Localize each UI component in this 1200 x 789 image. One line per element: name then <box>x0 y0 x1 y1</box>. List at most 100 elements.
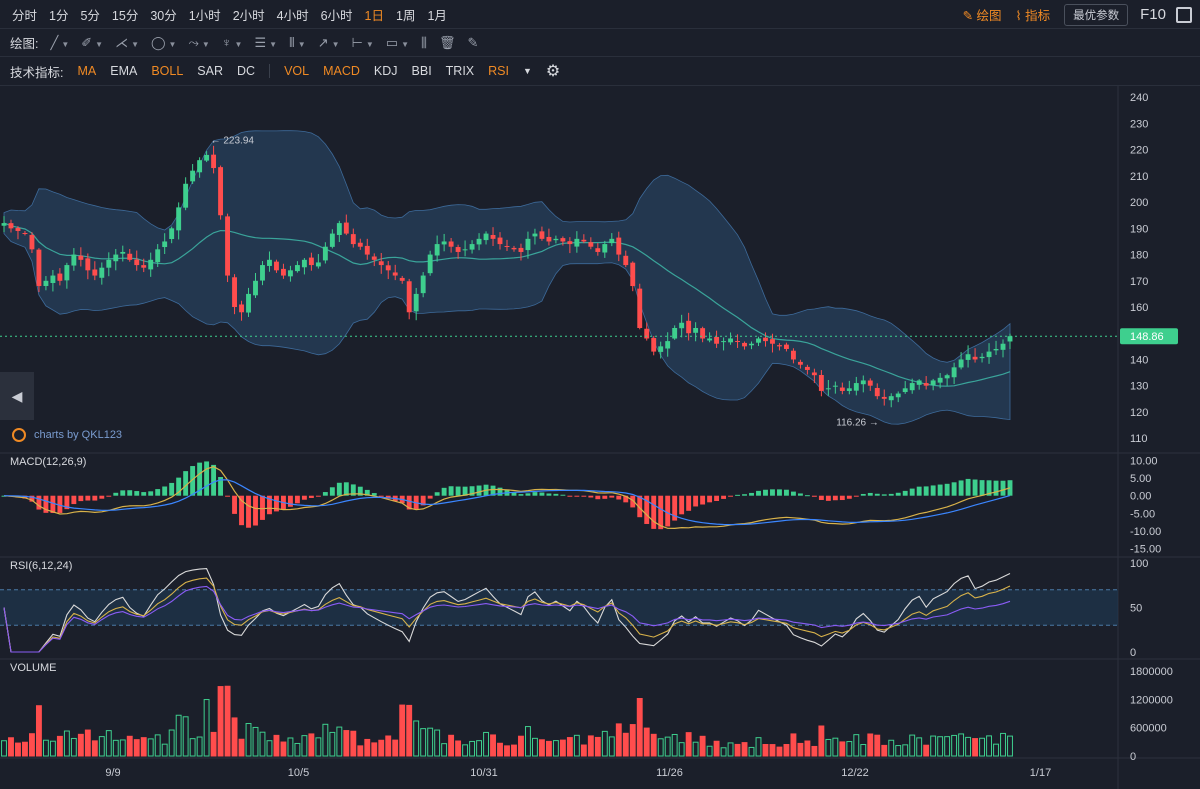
candle-95 <box>665 341 671 349</box>
macd-hist-139 <box>972 479 978 496</box>
optimal-params-button[interactable]: 最优参数 <box>1064 3 1129 26</box>
macd-hist-112 <box>783 489 789 496</box>
chart-canvas[interactable]: 2402302202102001901801701601501401301201… <box>0 86 1200 789</box>
candle-100 <box>700 328 706 339</box>
volume-bar-21 <box>147 738 154 757</box>
timeframe-5[interactable]: 1小时 <box>188 8 221 23</box>
volume-bar-73 <box>511 744 517 757</box>
volume-bar-60 <box>420 728 427 757</box>
line-tool-icon[interactable]: ╱ ▼ <box>50 34 70 50</box>
indicator-sar[interactable]: SAR <box>197 64 223 78</box>
candle-27 <box>190 170 196 182</box>
comment-tool-icon[interactable]: ▭ ▼ <box>385 34 409 50</box>
drawing-toolbar: 绘图: ╱ ▼ ✐ ▼ ⋌ ▼ ◯ ▼ ⤳ ▼ ♆ ▼ ☰ ▼ ⦀ ▼ ↗ ▼ ⊢ ▼ ▭ ▼ ⫼ 🗑… <box>0 29 1200 57</box>
volume-bar-127 <box>888 739 895 757</box>
volume-bar-70 <box>490 734 496 757</box>
candle-97 <box>679 322 685 329</box>
indicator-button[interactable]: ⌇ 指标 <box>1015 9 1051 23</box>
volume-bar-68 <box>476 740 483 757</box>
indicator-more-icon[interactable]: ▼ <box>523 66 532 76</box>
volume-bar-83 <box>580 744 587 757</box>
timeframe-0[interactable]: 分时 <box>12 8 38 23</box>
price-tick-7: 170 <box>1130 276 1148 288</box>
indicator-boll[interactable]: BOLL <box>151 64 184 78</box>
macd-hist-62 <box>434 492 440 496</box>
volume-bar-65 <box>455 740 462 757</box>
measure-tool-icon[interactable]: ⊢ ▼ <box>351 34 374 50</box>
gann-tool-icon[interactable]: ⦀ ▼ <box>289 34 306 50</box>
volume-bar-89 <box>622 732 629 757</box>
indicator-vol[interactable]: VOL <box>284 64 310 78</box>
arrow-tool-icon[interactable]: ↗ ▼ <box>317 34 340 50</box>
draw-button[interactable]: ✎ 绘图 <box>962 9 1002 23</box>
timeframe-bar: 分时 1分 5分 15分 30分 1小时 2小时 4小时 6小时 1日 1周 1月 <box>0 0 1200 29</box>
indicator-dc[interactable]: DC <box>237 64 256 78</box>
indicator-trix[interactable]: TRIX <box>445 64 475 78</box>
rsi12-line <box>3 577 1011 653</box>
macd-tick-3: -5.00 <box>1130 508 1155 520</box>
candle-94 <box>658 346 664 352</box>
volume-tick-0: 1800000 <box>1130 666 1173 678</box>
indicator-macd[interactable]: MACD <box>323 64 360 78</box>
timeframe-6[interactable]: 2小时 <box>232 8 265 23</box>
timeframe-7[interactable]: 4小时 <box>276 8 309 23</box>
timeframe-8[interactable]: 6小时 <box>320 8 353 23</box>
timeframe-10[interactable]: 1周 <box>396 8 416 23</box>
timeframe-1[interactable]: 1分 <box>49 8 69 23</box>
indicator-ma[interactable]: MA <box>77 64 97 78</box>
volume-bar-33 <box>231 717 238 757</box>
volume-bar-13 <box>91 740 98 757</box>
timeframe-11[interactable]: 1月 <box>427 8 447 23</box>
indicator-kdj[interactable]: KDJ <box>373 64 398 78</box>
candle-93 <box>651 338 657 352</box>
indicator-toolbar: 技术指标: MA EMA BOLL SAR DC VOL MACD KDJ BBI TRIX RSI ▼… <box>0 57 1200 86</box>
candle-49 <box>343 222 349 234</box>
fork-tool-icon[interactable]: ⋌ ▼ <box>115 34 139 50</box>
candle-122 <box>853 383 859 391</box>
volume-bar-42 <box>294 742 301 757</box>
volume-bar-2 <box>15 742 21 757</box>
candle-138 <box>965 354 971 360</box>
macd-hist-39 <box>274 495 279 512</box>
macd-hist-127 <box>888 493 894 496</box>
rsi-tick-0: 100 <box>1130 558 1148 570</box>
macd-hist-70 <box>490 485 496 496</box>
timeframe-3[interactable]: 15分 <box>111 8 139 23</box>
indicator-bbi[interactable]: BBI <box>411 64 432 78</box>
pen-tool-icon[interactable]: ✐ ▼ <box>81 34 104 50</box>
macd-hist-43 <box>301 495 307 500</box>
volume-bar-110 <box>769 744 776 757</box>
f10-button[interactable]: F10 <box>1140 6 1166 23</box>
macd-hist-105 <box>735 494 740 496</box>
volume-label: VOLUME <box>10 662 57 674</box>
indicator-ema[interactable]: EMA <box>110 64 138 78</box>
candle-111 <box>777 345 782 347</box>
timeframe-2[interactable]: 5分 <box>80 8 100 23</box>
candle-53 <box>371 256 377 260</box>
candle-39 <box>274 261 279 271</box>
volume-bar-122 <box>853 734 860 757</box>
macd-hist-45 <box>315 495 321 497</box>
candle-117 <box>818 375 824 391</box>
fullscreen-icon[interactable] <box>1176 6 1192 23</box>
circle-tool-icon[interactable]: ◯ ▼ <box>150 34 177 50</box>
candle-60 <box>420 275 426 294</box>
macd-dea-line <box>3 479 1011 526</box>
timeframe-4[interactable]: 30分 <box>150 8 177 23</box>
macd-hist-116 <box>811 495 817 497</box>
volume-bar-25 <box>175 714 182 757</box>
candle-80 <box>560 238 566 242</box>
pattern-tool-icon[interactable]: ♆ ▼ <box>221 35 243 50</box>
trash-icon[interactable]: 🗑 <box>438 34 456 50</box>
bar-pattern-icon[interactable]: ⫼ <box>421 34 427 50</box>
wave-tool-icon[interactable]: ⤳ ▼ <box>188 34 210 50</box>
macd-hist-6 <box>43 495 49 513</box>
brush-icon[interactable]: ✎ <box>467 34 479 50</box>
volume-bar-0 <box>1 740 7 757</box>
scroll-left-arrow-icon[interactable]: ◀ <box>0 372 34 420</box>
settings-gear-icon[interactable]: ⚙ <box>545 63 561 80</box>
volume-bar-35 <box>245 723 252 757</box>
fib-tool-icon[interactable]: ☰ ▼ <box>254 34 278 50</box>
indicator-rsi[interactable]: RSI <box>488 64 509 78</box>
timeframe-9[interactable]: 1日 <box>364 8 384 23</box>
